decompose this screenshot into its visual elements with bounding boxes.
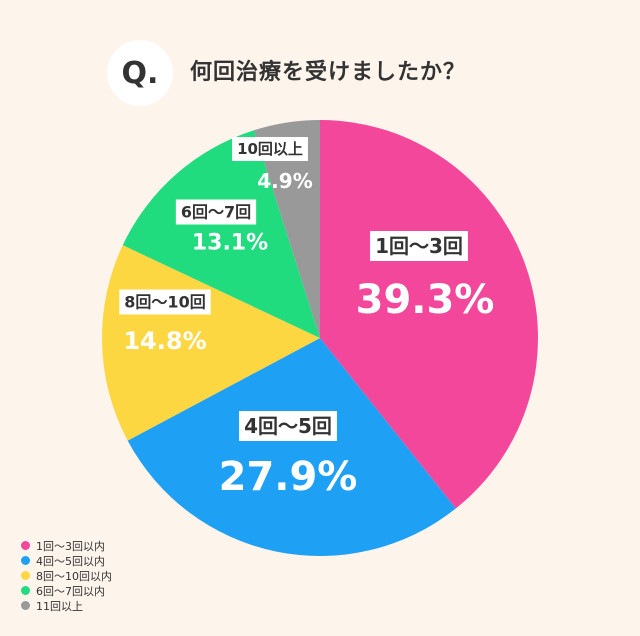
q-badge: Q. — [107, 40, 173, 106]
legend-label: 8回〜10回以内 — [36, 569, 112, 583]
slice-category-label: 1回〜3回 — [370, 231, 468, 261]
svg-text:8回〜10回: 8回〜10回 — [124, 293, 205, 312]
svg-text:6回〜7回: 6回〜7回 — [181, 203, 251, 222]
legend-item: 8回〜10回以内 — [21, 568, 112, 583]
pie-slice — [253, 120, 320, 338]
pie-slice — [320, 120, 538, 509]
svg-text:1回〜3回: 1回〜3回 — [375, 234, 463, 258]
slice-percent-label: 27.9% — [219, 454, 358, 500]
legend: 1回〜3回以内 4回〜5回以内 8回〜10回以内 6回〜7回以内 11回以上 — [21, 538, 112, 613]
pie-slice — [122, 130, 320, 338]
legend-swatch — [21, 586, 30, 595]
legend-item: 1回〜3回以内 — [21, 538, 112, 553]
slice-category-label: 8回〜10回 — [119, 289, 211, 315]
slice-category-label: 4回〜5回 — [239, 411, 337, 441]
slice-percent-label: 39.3% — [356, 277, 495, 323]
slice-category-label: 10回以上 — [232, 137, 308, 161]
legend-label: 11回以上 — [36, 599, 83, 613]
legend-swatch — [21, 571, 30, 580]
question-title: 何回治療を受けましたか？ — [190, 60, 467, 85]
legend-swatch — [21, 541, 30, 550]
legend-swatch — [21, 601, 30, 610]
svg-text:10回以上: 10回以上 — [237, 140, 303, 158]
legend-swatch — [21, 556, 30, 565]
slice-percent-label: 13.1% — [192, 231, 268, 256]
legend-item: 6回〜7回以内 — [21, 583, 112, 598]
slice-category-label: 6回〜7回 — [175, 199, 257, 225]
legend-item: 11回以上 — [21, 598, 112, 613]
question-header: Q. 何回治療を受けましたか？ — [0, 0, 640, 110]
pie-slice — [127, 338, 456, 556]
slice-percent-label: 4.9% — [257, 169, 312, 193]
legend-label: 4回〜5回以内 — [36, 554, 105, 568]
legend-label: 6回〜7回以内 — [36, 584, 105, 598]
svg-text:4回〜5回: 4回〜5回 — [244, 414, 332, 438]
slice-percent-label: 14.8% — [123, 327, 206, 355]
legend-label: 1回〜3回以内 — [36, 539, 105, 553]
legend-item: 4回〜5回以内 — [21, 553, 112, 568]
